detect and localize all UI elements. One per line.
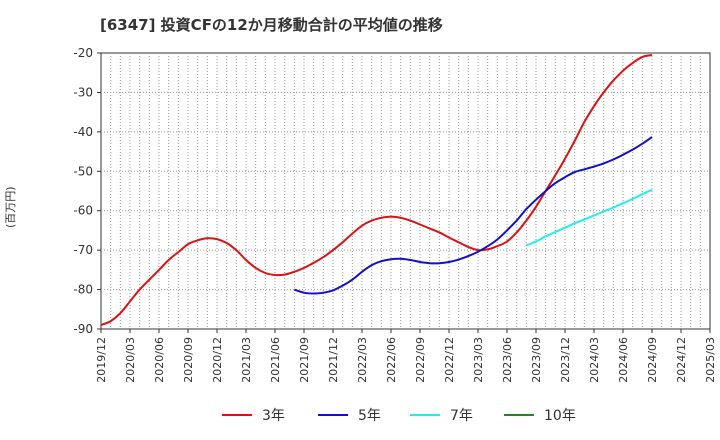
x-tick-label: 2021/09 bbox=[298, 337, 311, 383]
legend-item: 3年 bbox=[222, 402, 285, 428]
y-tick-label: -90 bbox=[73, 322, 93, 336]
chart-legend: 3年 5年 7年 10年 bbox=[0, 402, 720, 428]
y-tick-label: -80 bbox=[73, 283, 93, 297]
y-tick-label: -60 bbox=[73, 204, 93, 218]
x-tick-label: 2020/09 bbox=[182, 337, 195, 383]
legend-swatch bbox=[222, 414, 252, 416]
x-tick-label: 2020/12 bbox=[211, 337, 224, 383]
x-tick-label: 2022/09 bbox=[414, 337, 427, 383]
legend-swatch bbox=[504, 414, 534, 416]
x-tick-label: 2023/09 bbox=[530, 337, 543, 383]
y-tick-label: -50 bbox=[73, 164, 93, 178]
x-tick-label: 2025/03 bbox=[704, 337, 717, 383]
legend-label: 10年 bbox=[544, 408, 576, 424]
legend-swatch bbox=[318, 414, 348, 416]
chart-title: [6347] 投資CFの12か月移動合計の平均値の推移 bbox=[100, 16, 443, 34]
legend-label: 5年 bbox=[358, 408, 381, 424]
y-tick-label: -70 bbox=[73, 243, 93, 257]
legend-item: 7年 bbox=[410, 402, 473, 428]
series-line-7年 bbox=[525, 188, 653, 247]
x-tick-label: 2021/06 bbox=[269, 337, 282, 383]
series-line-5年 bbox=[293, 136, 653, 295]
y-tick-label: -40 bbox=[73, 125, 93, 139]
x-tick-label: 2024/12 bbox=[675, 337, 688, 383]
legend-item: 10年 bbox=[504, 402, 576, 428]
plot-area bbox=[100, 52, 711, 330]
y-tick-label: -30 bbox=[73, 85, 93, 99]
legend-label: 7年 bbox=[450, 408, 473, 424]
x-tick-label: 2020/06 bbox=[153, 337, 166, 383]
x-tick-label: 2022/06 bbox=[385, 337, 398, 383]
x-tick-label: 2023/06 bbox=[501, 337, 514, 383]
x-tick-label: 2020/03 bbox=[124, 337, 137, 383]
legend-label: 3年 bbox=[262, 408, 285, 424]
y-tick-label: -20 bbox=[73, 46, 93, 60]
series-line-3年 bbox=[100, 54, 653, 327]
legend-item: 5年 bbox=[318, 402, 381, 428]
x-tick-label: 2024/09 bbox=[646, 337, 659, 383]
x-tick-label: 2023/03 bbox=[472, 337, 485, 383]
legend-swatch bbox=[410, 414, 440, 416]
x-tick-label: 2019/12 bbox=[95, 337, 108, 383]
x-tick-label: 2024/03 bbox=[588, 337, 601, 383]
x-tick-label: 2024/06 bbox=[617, 337, 630, 383]
x-tick-label: 2022/12 bbox=[443, 337, 456, 383]
x-tick-label: 2023/12 bbox=[559, 337, 572, 383]
x-tick-label: 2022/03 bbox=[356, 337, 369, 383]
x-tick-label: 2021/03 bbox=[240, 337, 253, 383]
x-tick-label: 2021/12 bbox=[327, 337, 340, 383]
